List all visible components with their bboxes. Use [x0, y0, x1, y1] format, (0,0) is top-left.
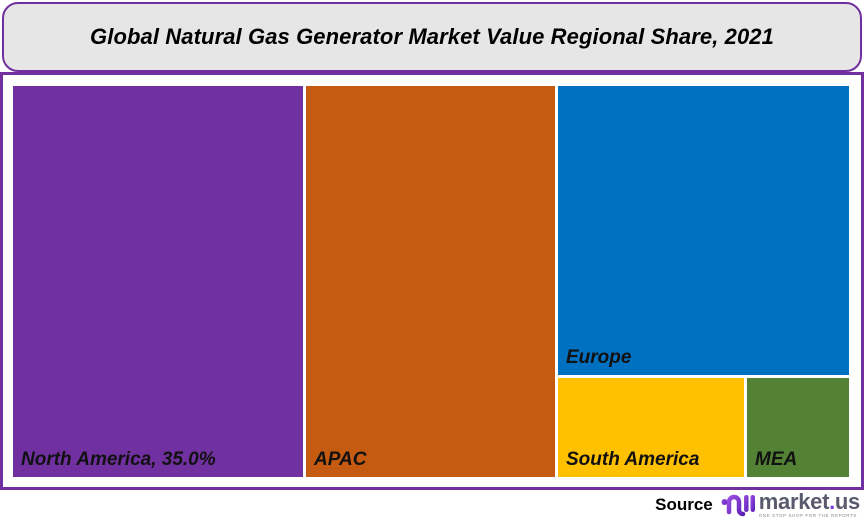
tile-label-mea: MEA: [755, 449, 798, 470]
logo-tagline: ONE STOP SHOP FOR THE REPORTS: [758, 513, 858, 519]
chart-title-box: Global Natural Gas Generator Market Valu…: [2, 2, 862, 72]
chart-title: Global Natural Gas Generator Market Valu…: [90, 24, 774, 49]
tile-mea: MEA: [747, 378, 849, 477]
tile-europe: Europe: [558, 86, 849, 375]
tile-label-apac: APAC: [314, 449, 367, 470]
source-attribution: Source market.us ONE STOP SHOP FOR THE R…: [655, 490, 860, 520]
tile-north-america: North America, 35.0%: [13, 86, 303, 477]
logo-wordmark: market.us: [758, 489, 861, 515]
tile-label-europe: Europe: [566, 347, 632, 368]
tile-apac: APAC: [306, 86, 555, 477]
source-label: Source: [655, 495, 713, 514]
tile-label-south-america: South America: [566, 449, 700, 470]
market-us-logo-icon: [721, 494, 755, 517]
tile-label-north-america: North America, 35.0%: [21, 449, 216, 470]
treemap-panel: North America, 35.0% APAC Europe South A…: [0, 72, 864, 490]
market-us-logo: market.us ONE STOP SHOP FOR THE REPORTS: [721, 490, 860, 520]
tile-south-america: South America: [558, 378, 744, 477]
